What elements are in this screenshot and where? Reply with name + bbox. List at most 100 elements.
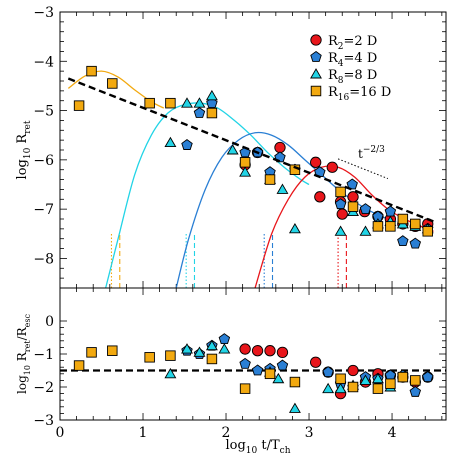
data-point [288,402,301,413]
y-tick-label: −2 [33,380,54,396]
x-tick-label: 2 [222,425,231,441]
data-point [206,107,218,119]
data-point [239,157,251,168]
data-point [73,360,85,371]
y-tick-label: −8 [33,251,54,267]
data-point [410,218,421,230]
data-point [264,368,276,380]
model-curve [105,102,310,288]
data-point [276,359,289,371]
top-data-points [73,65,434,249]
top-y-tick-labels: −3 −4 −5 −6 −7 −8 [33,5,54,267]
legend-marker [310,85,322,97]
y-tick-label: −3 [33,5,54,21]
data-point [335,186,346,198]
legend-marker [310,50,322,62]
data-point [206,353,218,365]
data-point [372,383,384,394]
data-point [107,78,118,89]
data-point [272,372,285,384]
y-tick-label: −6 [33,153,54,169]
data-point [239,166,252,177]
data-point [218,343,231,354]
bottom-y-axis-label: log10 Rret/Resc [15,313,32,393]
data-point [144,352,155,363]
x-tick-label: 0 [56,425,65,441]
data-point [107,345,118,356]
power-law-reference-line [337,158,389,180]
bottom-data-points [73,333,434,413]
annotation-power-law: t−2/3 [358,145,385,161]
data-point [397,213,409,225]
data-point [239,357,251,369]
data-point [422,371,434,382]
y-tick-label: −3 [33,413,54,429]
data-point [335,373,346,384]
model-curves [67,70,434,288]
data-point [251,345,264,357]
x-tick-label: 4 [388,425,397,441]
data-point [410,375,421,386]
y-tick-label: −4 [33,54,54,70]
top-y-axis-label: log10 Rret [15,120,33,179]
y-tick-label: −1 [33,347,54,363]
data-point [164,367,177,379]
data-point [239,383,251,394]
data-point [334,225,347,236]
data-point [86,347,97,358]
data-point [397,371,409,383]
data-point [251,364,264,376]
data-point [314,191,326,203]
bottom-panel-frame [59,287,447,421]
data-point [310,356,322,368]
data-point [372,221,384,232]
data-point [385,221,396,232]
bottom-axis-ticks [59,288,446,421]
data-point [205,339,218,351]
data-point [409,385,422,397]
bottom-plot-area [60,333,446,413]
legend-marker [310,34,322,46]
data-point [276,183,289,194]
legend-entry: R8=8 D [328,68,377,86]
data-point [193,107,206,118]
data-point [181,343,193,354]
data-point [359,203,372,215]
legend-entry: R16=16 D [328,85,391,103]
legend-marker [310,68,322,79]
y-tick-label: −7 [33,202,54,218]
data-point [322,366,334,378]
data-point [371,372,384,384]
bottom-y-tick-labels: 0 −1 −2 −3 [33,314,54,429]
data-point [181,97,193,108]
data-point [334,382,347,394]
legend-entry: R4=4 D [328,51,377,69]
data-point [165,350,176,361]
y-tick-label: 0 [45,314,54,330]
data-point [347,191,359,203]
data-point [274,141,286,154]
data-point [409,237,422,249]
data-point [336,208,348,220]
data-point [322,382,335,394]
x-axis-label: log10 t/Tch [225,438,290,456]
data-point [397,235,409,247]
data-point [310,156,322,168]
x-tick-label: 1 [139,425,148,441]
data-point [288,222,301,234]
timescale-marker-lines [110,233,347,288]
data-point [165,97,176,109]
data-point [73,100,85,111]
bottom-panel: 0 −1 −2 −3 0 1 2 3 4 log10 Rret/Resc log10 t/Tc… [15,287,447,456]
data-point [359,374,372,385]
data-point [226,144,239,155]
data-point [334,198,347,210]
data-point [347,381,359,393]
data-point [347,364,359,377]
data-point [86,65,97,77]
data-point [359,225,372,236]
y-tick-label: −5 [33,104,54,120]
data-point [181,139,193,150]
